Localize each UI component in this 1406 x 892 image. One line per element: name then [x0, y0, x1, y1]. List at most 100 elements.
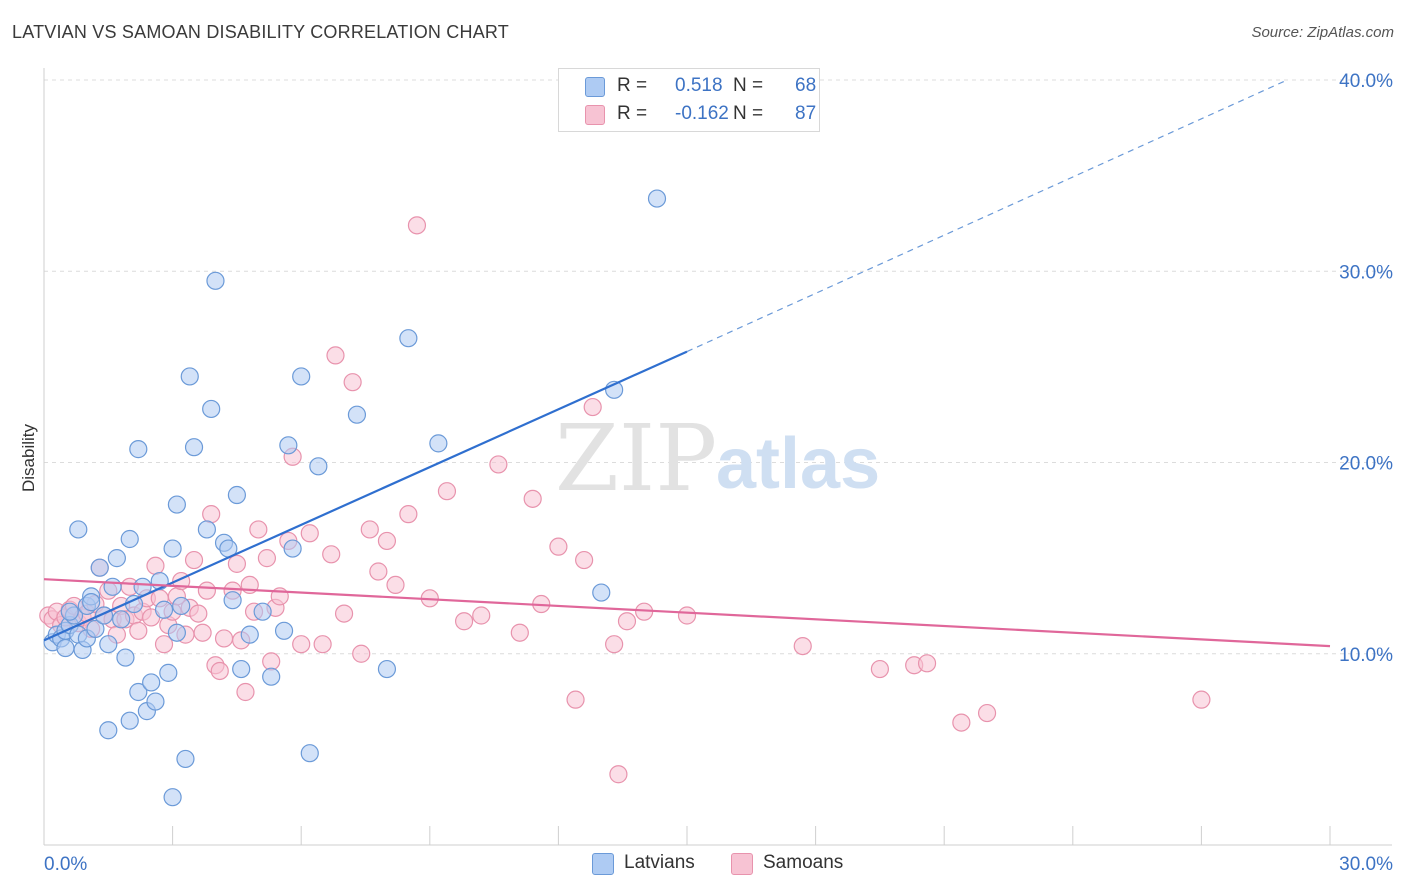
samoan-point — [352, 644, 371, 663]
latvian-point — [176, 749, 195, 769]
samoan-point — [129, 621, 148, 640]
n-value: 87 — [795, 103, 817, 124]
latvian-point — [223, 591, 242, 610]
source-label: Source: ZipAtlas.com — [1251, 24, 1394, 41]
latvian-point — [90, 558, 109, 577]
samoan-point — [677, 606, 697, 625]
samoan-point — [870, 659, 890, 679]
y-axis-title: Disability — [19, 423, 38, 492]
samoan-point — [510, 623, 529, 642]
legend-label: Latvians — [624, 852, 695, 873]
samoan-point — [313, 635, 332, 654]
samoan-point — [605, 635, 624, 654]
samoan-point — [523, 489, 542, 508]
n-label: N = — [733, 75, 764, 96]
samoan-point — [154, 635, 174, 654]
latvian-point — [227, 485, 246, 505]
samoan-point — [202, 505, 221, 524]
latvian-point — [69, 520, 88, 539]
samoan-point — [146, 556, 165, 575]
samoan-point — [257, 549, 277, 568]
samoan-point — [583, 397, 602, 417]
samoan-point — [917, 654, 937, 673]
samoan-point — [609, 765, 628, 784]
samoan-point — [437, 482, 457, 501]
latvian-point — [86, 619, 105, 638]
latvian-point — [647, 189, 667, 208]
latvian-point — [103, 577, 122, 596]
samoan-point — [189, 604, 208, 623]
samoan-point — [214, 629, 234, 648]
latvian-point — [142, 673, 161, 692]
samoan-point — [549, 537, 568, 556]
samoans-swatch — [585, 105, 605, 125]
latvian-point — [172, 596, 191, 616]
y-tick-label: 30.0% — [1339, 262, 1393, 283]
latvian-point — [292, 367, 311, 386]
latvian-point — [347, 405, 367, 424]
latvian-point — [120, 711, 139, 730]
latvian-point — [112, 610, 131, 629]
latvian-point — [429, 434, 448, 453]
samoan-point — [386, 575, 405, 595]
samoan-point — [262, 652, 281, 671]
latvian-point — [274, 621, 294, 640]
samoan-point — [472, 606, 491, 625]
latvian-point — [180, 367, 199, 386]
latvian-point — [206, 271, 225, 290]
samoan-point — [793, 636, 812, 656]
samoan-point — [236, 682, 255, 702]
latvian-point — [309, 457, 328, 476]
latvian-point — [592, 583, 611, 602]
latvian-point — [120, 529, 139, 549]
latvian-point — [163, 539, 182, 558]
samoan-point — [343, 373, 362, 392]
latvian-point — [159, 663, 178, 682]
watermark-atlas: atlas — [716, 424, 880, 504]
samoan-point — [369, 562, 388, 581]
samoan-point — [399, 505, 418, 524]
latvian-point — [253, 602, 272, 621]
latvian-point — [129, 440, 148, 459]
samoan-point — [566, 690, 585, 709]
latvian-point — [232, 659, 251, 679]
samoan-point — [210, 661, 229, 681]
samoan-point — [952, 713, 971, 732]
y-tick-label: 10.0% — [1339, 645, 1393, 666]
samoan-point — [617, 612, 637, 631]
latvian-point — [377, 659, 397, 679]
y-tick-label: 40.0% — [1339, 71, 1393, 92]
latvian-point — [129, 682, 148, 702]
latvian-point — [82, 593, 101, 612]
latvian-point — [107, 549, 126, 568]
latvians-swatch — [585, 77, 605, 97]
r-value: 0.518 — [675, 75, 723, 96]
samoan-trend-line — [43, 578, 1331, 648]
latvian-point — [300, 744, 319, 763]
n-label: N = — [733, 103, 764, 124]
latvian-point — [262, 667, 281, 686]
latvian-point — [167, 495, 186, 514]
latvian-point — [116, 648, 135, 667]
watermark-zip: ZIP — [555, 405, 717, 512]
samoan-point — [326, 346, 345, 365]
samoan-point — [977, 703, 997, 723]
stats-legend: R = 0.518 N = 68 R = -0.162 N = 87 — [558, 68, 820, 132]
samoan-point — [184, 550, 204, 570]
latvian-point — [56, 638, 75, 658]
latvian-point — [202, 399, 221, 419]
latvian-point — [283, 539, 302, 558]
r-label: R = — [617, 103, 648, 124]
latvian-point — [154, 600, 174, 619]
samoan-point — [454, 612, 474, 631]
latvian-point — [99, 721, 118, 740]
samoan-point — [300, 524, 319, 543]
latvian-point — [279, 436, 298, 455]
samoan-point — [197, 581, 216, 600]
latvian-point — [150, 571, 169, 591]
latvian-point — [167, 623, 186, 642]
latvian-point — [240, 625, 259, 644]
latvians-legend-swatch — [592, 853, 614, 875]
samoan-point — [407, 216, 427, 235]
